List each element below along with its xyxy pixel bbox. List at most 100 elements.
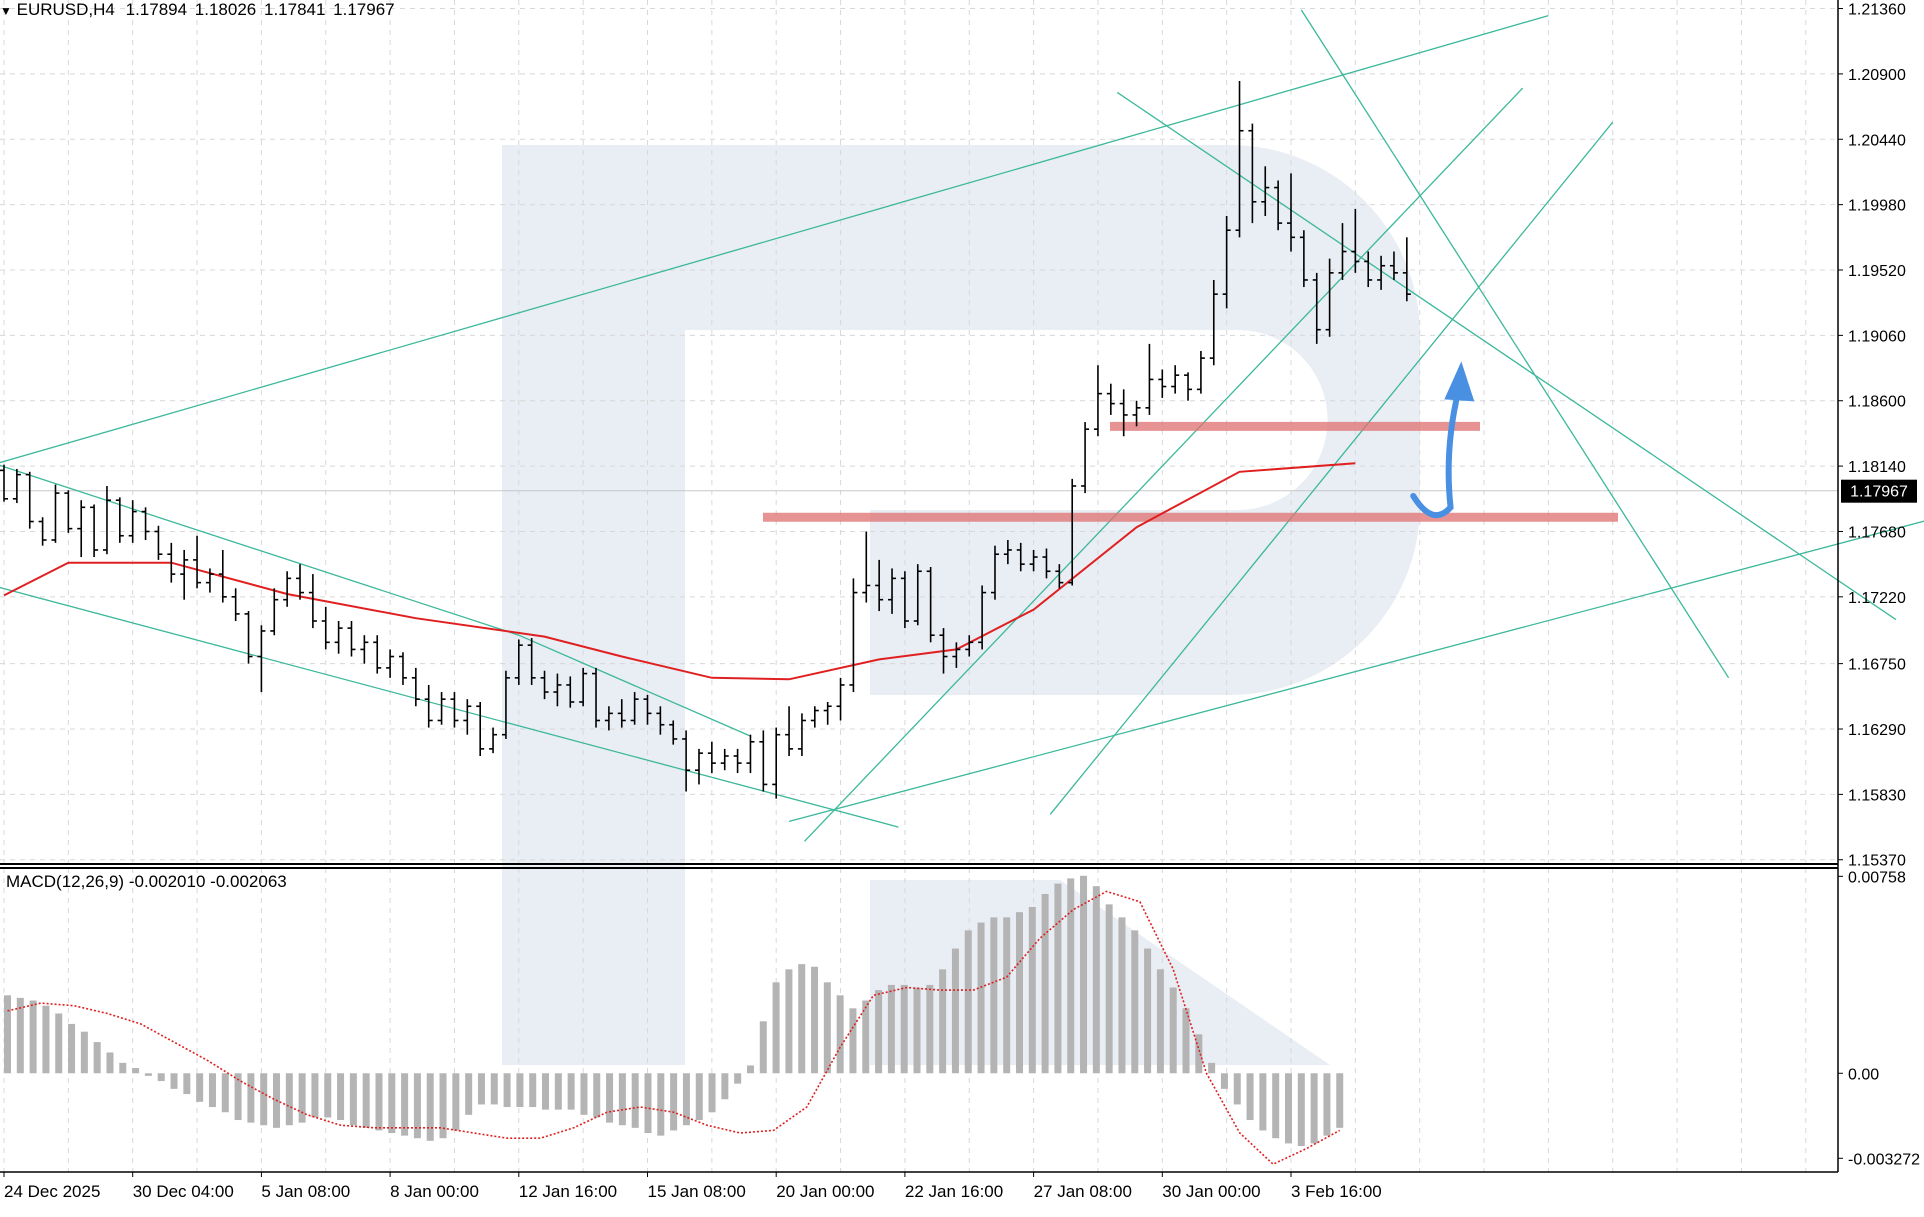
macd-histogram-bar: [55, 1013, 63, 1074]
macd-histogram-bar: [682, 1073, 690, 1126]
time-tick-label: 15 Jan 08:00: [648, 1182, 746, 1201]
macd-histogram-bar: [119, 1062, 127, 1074]
price-bar: [1106, 383, 1115, 415]
price-tick-label: 1.16290: [1848, 722, 1906, 739]
price-bar: [141, 507, 150, 540]
macd-histogram-bar: [349, 1073, 357, 1126]
price-bar: [990, 545, 999, 600]
macd-histogram-bar: [785, 969, 793, 1074]
price-bar: [360, 635, 369, 664]
macd-histogram-bar: [1105, 904, 1113, 1074]
macd-histogram-bar: [964, 930, 972, 1074]
macd-histogram-bar: [926, 984, 934, 1074]
collapse-triangle-icon[interactable]: ▼: [0, 4, 12, 18]
macd-histogram-bar: [208, 1073, 216, 1108]
price-bar: [424, 684, 433, 728]
price-bar: [489, 727, 498, 754]
price-bar: [694, 748, 703, 785]
price-bar: [257, 625, 266, 693]
macd-main-value: -0.002010: [128, 872, 206, 891]
macd-histogram-bar: [183, 1073, 191, 1095]
trend-line: [804, 87, 1524, 842]
price-bar: [102, 486, 111, 555]
price-bar: [1171, 365, 1180, 394]
trend-channels: [0, 9, 1924, 842]
macd-histogram-bar: [42, 1005, 50, 1074]
price-bar: [1055, 564, 1064, 589]
macd-histogram-bar: [862, 1000, 870, 1074]
macd-histogram-bar: [951, 948, 959, 1074]
macd-histogram-bar: [1285, 1073, 1292, 1144]
macd-info: MACD(12,26,9) -0.002010 -0.002063: [6, 872, 287, 892]
price-bar: [77, 500, 86, 558]
forecast-arrow: [1410, 361, 1475, 519]
price-bar: [180, 549, 189, 600]
macd-histogram-bar: [554, 1073, 562, 1110]
price-bar: [952, 642, 961, 668]
price-bar: [1325, 258, 1334, 337]
price-tick-label: 1.15370: [1848, 853, 1906, 870]
trend-line: [1049, 121, 1614, 815]
close-value: 1.17967: [333, 0, 395, 19]
price-axis: 1.21360 1.20900 1.20440 1.19980 1.19520 1.190…: [1838, 2, 1906, 870]
macd-histogram-bar: [157, 1073, 165, 1082]
macd-histogram-bar: [1195, 1034, 1203, 1074]
macd-histogram-bar: [1092, 886, 1100, 1074]
trend-line: [1116, 91, 1897, 621]
price-bar: [1016, 542, 1025, 572]
price-bar: [398, 652, 407, 685]
price-bar: [90, 504, 99, 558]
price-bar: [1093, 365, 1102, 437]
price-tick-label: 1.15830: [1848, 787, 1906, 804]
price-bar: [270, 588, 279, 636]
macd-histogram-bar: [426, 1073, 434, 1141]
price-bar: [411, 667, 420, 707]
price-bar: [540, 670, 549, 700]
time-axis: 24 Dec 2025 30 Dec 04:00 5 Jan 08:00 8 Jan …: [3, 1172, 1382, 1201]
current-price-tag: 1.17967: [1841, 479, 1917, 503]
price-bar: [1184, 372, 1193, 401]
macd-histogram-bar: [990, 917, 998, 1074]
price-bar: [849, 578, 858, 693]
macd-histogram-bar: [1220, 1073, 1228, 1089]
macd-histogram-bar: [388, 1073, 396, 1134]
price-bar: [1377, 255, 1386, 290]
macd-histogram-bar: [1156, 969, 1164, 1074]
price-bar: [579, 667, 588, 707]
price-tick-label: 1.17680: [1848, 524, 1906, 541]
price-bar: [965, 635, 974, 657]
price-bar: [1042, 548, 1051, 579]
macd-axis: 0.00758 0.00 -0.003272: [1838, 869, 1920, 1168]
macd-histogram-bar: [80, 1031, 88, 1074]
price-bar: [810, 706, 819, 728]
macd-histogram-bar: [759, 1021, 767, 1074]
macd-histogram-bar: [298, 1073, 306, 1123]
time-tick-label: 5 Jan 08:00: [261, 1182, 350, 1201]
current-price-tag-box: [1841, 479, 1917, 503]
macd-histogram-bar: [1310, 1073, 1318, 1144]
price-bar: [12, 468, 21, 504]
price-bar: [463, 699, 472, 735]
macd-histogram-bar: [1323, 1073, 1331, 1136]
macd-histogram-bar: [106, 1052, 114, 1074]
watermark-logo-bowl: [502, 145, 1420, 695]
macd-histogram-bar: [529, 1073, 537, 1108]
macd-histogram-bar: [516, 1073, 524, 1108]
macd-histogram-bar: [580, 1073, 588, 1115]
macd-histogram-bar: [16, 997, 24, 1074]
price-bar: [707, 741, 716, 774]
time-tick-label: 22 Jan 16:00: [905, 1182, 1003, 1201]
price-bar: [296, 564, 305, 600]
price-bar: [1081, 422, 1090, 494]
price-bar: [1119, 389, 1128, 437]
price-bar: [167, 542, 176, 583]
price-bar: [875, 559, 884, 612]
price-bar: [321, 606, 330, 650]
macd-signal-line: [7, 890, 1341, 1166]
price-bar: [51, 484, 60, 543]
macd-histogram-bar: [260, 1073, 268, 1126]
price-bar: [978, 585, 987, 650]
price-bar: [785, 706, 794, 756]
time-tick-label: 12 Jan 16:00: [519, 1182, 617, 1201]
